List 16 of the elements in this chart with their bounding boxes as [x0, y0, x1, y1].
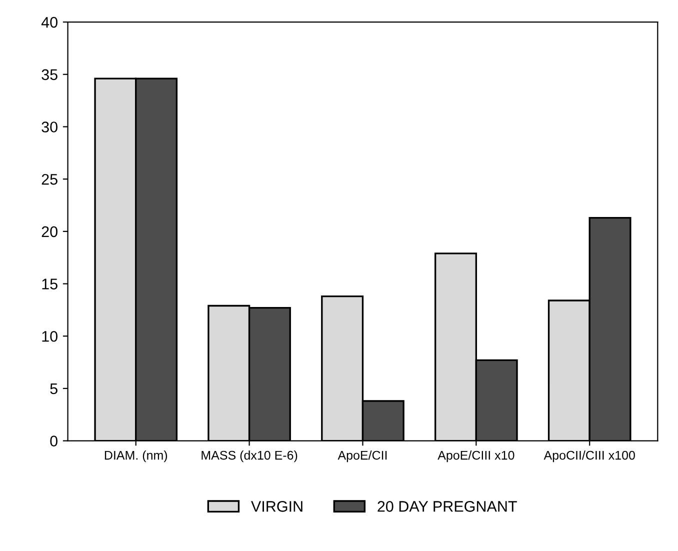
y-tick-label: 20: [42, 226, 58, 238]
x-tick-label: ApoE/CII: [338, 450, 387, 462]
y-tick-label: 5: [50, 383, 58, 394]
x-tick-label: DIAM. (nm): [104, 450, 168, 462]
x-tick-label: ApoCII/CIII x100: [544, 450, 635, 462]
y-tick-label: 35: [42, 69, 58, 80]
legend-label: VIRGIN: [251, 501, 302, 512]
x-tick-label: MASS (dx10 E-6): [202, 450, 298, 462]
y-tick-label: 25: [42, 174, 58, 185]
legend-label: 20 DAY PREGNANT: [378, 501, 517, 512]
y-tick-label: 40: [41, 16, 58, 28]
y-tick-label: 10: [42, 330, 58, 342]
y-tick-label: 0: [50, 436, 58, 446]
y-tick-label: 30: [42, 122, 58, 132]
x-tick-label: ApoE/CIII x10: [438, 450, 514, 462]
y-tick-label: 15: [42, 278, 58, 290]
